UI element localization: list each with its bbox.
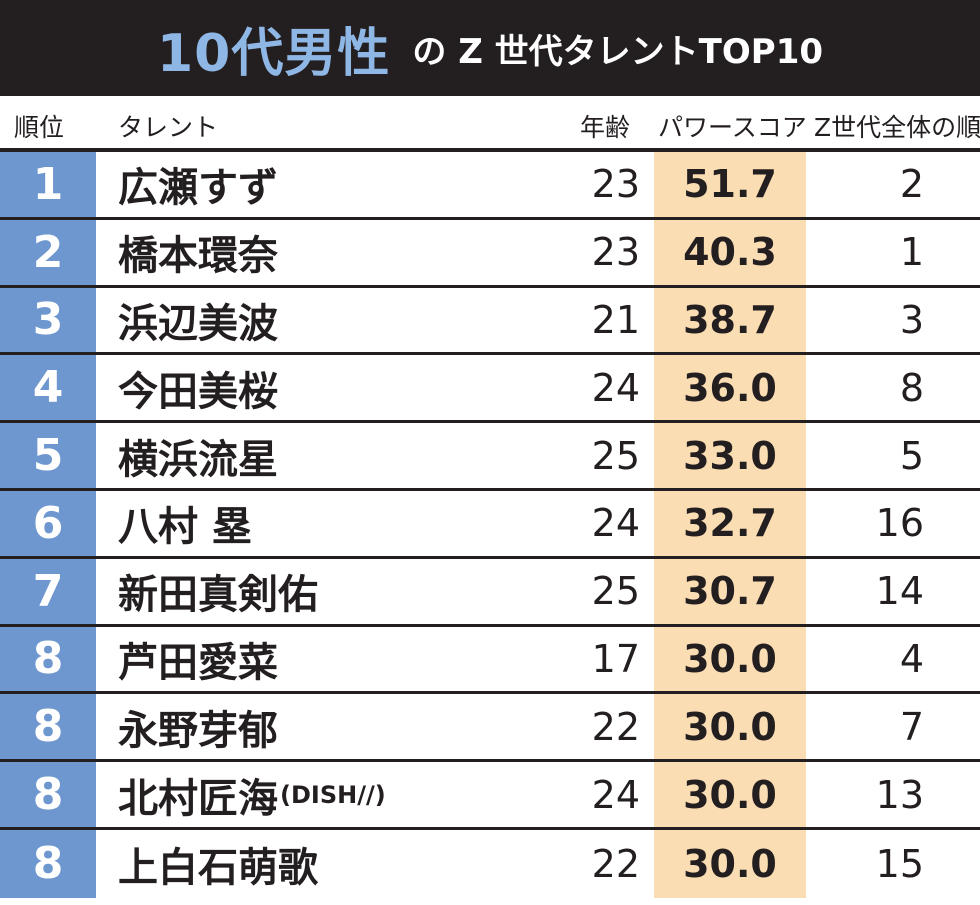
talent-name-text: 橋本環奈	[118, 233, 278, 280]
age-cell: 25	[591, 569, 640, 614]
header-age: 年齢	[580, 113, 631, 142]
talent-name: 広瀬すず	[118, 152, 280, 217]
age-cell: 24	[591, 772, 640, 817]
age-cell: 24	[591, 365, 640, 410]
power-score-cell: 30.0	[654, 829, 806, 898]
rank-cell: 6	[0, 490, 96, 556]
overall-rank-cell: 1	[899, 230, 924, 275]
table-row: 1 広瀬すず 23 51.7 2	[0, 152, 980, 220]
power-score-cell: 38.7	[654, 287, 806, 353]
rank-cell: 8	[0, 762, 96, 827]
talent-name: 横浜流星	[118, 423, 280, 488]
table-row: 8 永野芽郁 22 30.0 7	[0, 694, 980, 763]
table-row: 4 今田美桜 24 36.0 8	[0, 355, 980, 424]
table-header: 順位 タレント 年齢 パワースコア Z世代全体の順位	[0, 96, 980, 152]
age-cell: 23	[591, 162, 640, 207]
table-row: 6 八村 塁 24 32.7 16	[0, 490, 980, 559]
age-cell: 25	[591, 433, 640, 478]
header-overall-rank: Z世代全体の順位	[814, 113, 980, 142]
talent-name-text: 永野芽郁	[118, 707, 278, 754]
table-body: 1 広瀬すず 23 51.7 2 2 橋本環奈 23 40.3 1 3 浜辺美波…	[0, 152, 980, 898]
power-score-cell: 30.0	[654, 694, 806, 760]
overall-rank-cell: 7	[899, 704, 924, 749]
title-banner: 10代男性 の Z 世代タレントTOP10	[0, 0, 980, 96]
rank-cell: 7	[0, 558, 96, 624]
age-cell: 22	[591, 841, 640, 886]
talent-name: 新田真剣佑	[118, 559, 320, 624]
rank-cell: 8	[0, 694, 96, 760]
talent-name: 上白石萌歌	[118, 830, 320, 898]
talent-name: 橋本環奈	[118, 220, 280, 285]
rank-cell: 4	[0, 355, 96, 421]
rank-cell: 1	[0, 152, 96, 217]
age-cell: 24	[591, 501, 640, 546]
power-score-cell: 30.0	[654, 762, 806, 827]
rank-cell: 8	[0, 626, 96, 692]
overall-rank-cell: 8	[899, 365, 924, 410]
rank-cell: 2	[0, 219, 96, 285]
talent-name: 八村 塁	[118, 491, 254, 556]
power-score-cell: 36.0	[654, 355, 806, 421]
talent-name-text: 広瀬すず	[118, 165, 278, 212]
table-row: 3 浜辺美波 21 38.7 3	[0, 287, 980, 356]
age-cell: 21	[591, 297, 640, 342]
talent-name: 北村匠海 (DISH//)	[118, 762, 386, 827]
header-power-score: パワースコア	[658, 113, 807, 142]
age-cell: 22	[591, 704, 640, 749]
power-score-cell: 33.0	[654, 423, 806, 488]
overall-rank-cell: 2	[899, 162, 924, 207]
overall-rank-cell: 15	[875, 841, 924, 886]
talent-name-text: 八村 塁	[118, 504, 252, 551]
table-row: 5 横浜流星 25 33.0 5	[0, 423, 980, 491]
talent-name: 今田美桜	[118, 355, 280, 420]
talent-name-text: 芦田愛菜	[118, 639, 278, 686]
power-score-cell: 40.3	[654, 219, 806, 285]
overall-rank-cell: 5	[899, 433, 924, 478]
table-row: 8 北村匠海 (DISH//) 24 30.0 13	[0, 762, 980, 830]
overall-rank-cell: 16	[875, 501, 924, 546]
overall-rank-cell: 14	[875, 569, 924, 614]
overall-rank-cell: 3	[899, 297, 924, 342]
talent-name: 芦田愛菜	[118, 627, 280, 692]
power-score-cell: 51.7	[654, 152, 806, 217]
overall-rank-cell: 4	[899, 636, 924, 681]
table-row: 7 新田真剣佑 25 30.7 14	[0, 558, 980, 627]
table-row: 8 上白石萌歌 22 30.0 15	[0, 829, 980, 898]
power-score-cell: 32.7	[654, 490, 806, 556]
talent-name-text: 北村匠海	[118, 775, 278, 822]
header-name: タレント	[118, 113, 219, 142]
talent-name-text: 今田美桜	[118, 368, 278, 415]
power-score-cell: 30.0	[654, 626, 806, 692]
rank-cell: 3	[0, 287, 96, 353]
rank-cell: 8	[0, 829, 96, 898]
age-cell: 23	[591, 230, 640, 275]
table-row: 2 橋本環奈 23 40.3 1	[0, 219, 980, 288]
talent-name: 浜辺美波	[118, 288, 280, 353]
title-main: 10代男性	[156, 23, 391, 84]
talent-name-text: 浜辺美波	[118, 300, 278, 347]
header-rank: 順位	[14, 113, 65, 142]
talent-name: 永野芽郁	[118, 694, 280, 759]
power-score-cell: 30.7	[654, 558, 806, 624]
talent-name-text: 横浜流星	[118, 436, 278, 483]
rank-cell: 5	[0, 423, 96, 488]
talent-note: (DISH//)	[280, 780, 386, 809]
title-sub: の Z 世代タレントTOP10	[412, 31, 824, 72]
table-row: 8 芦田愛菜 17 30.0 4	[0, 626, 980, 695]
talent-name-text: 新田真剣佑	[118, 572, 318, 619]
talent-name-text: 上白石萌歌	[118, 844, 318, 891]
overall-rank-cell: 13	[875, 772, 924, 817]
age-cell: 17	[591, 636, 640, 681]
